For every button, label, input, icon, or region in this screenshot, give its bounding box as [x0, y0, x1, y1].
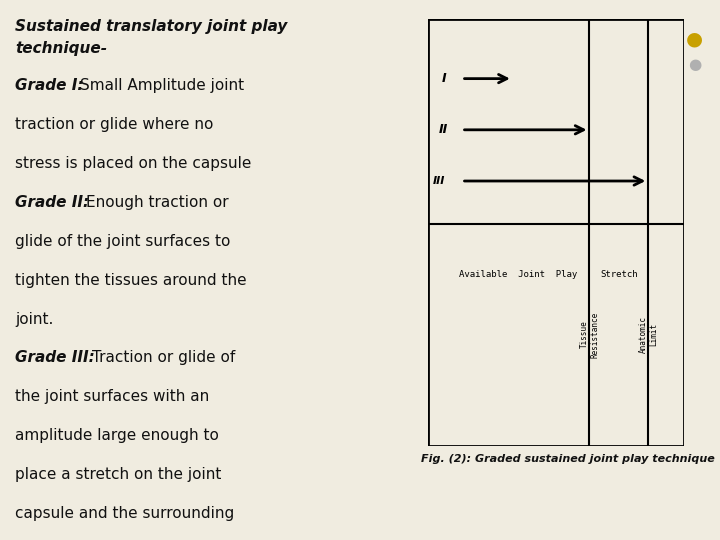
Text: the joint surfaces with an: the joint surfaces with an [16, 389, 210, 404]
Text: Grade II:: Grade II: [16, 195, 89, 210]
Text: amplitude large enough to: amplitude large enough to [16, 428, 220, 443]
Text: place a stretch on the joint: place a stretch on the joint [16, 467, 222, 482]
Text: Sustained translatory joint play: Sustained translatory joint play [16, 19, 288, 34]
Text: Anatomic
Limit: Anatomic Limit [639, 316, 658, 353]
Text: tighten the tissues around the: tighten the tissues around the [16, 273, 247, 288]
Text: Grade I:: Grade I: [16, 78, 84, 93]
Text: glide of the joint surfaces to: glide of the joint surfaces to [16, 234, 231, 249]
Text: Enough traction or: Enough traction or [86, 195, 228, 210]
Text: I: I [441, 72, 446, 85]
Text: joint.: joint. [16, 312, 54, 327]
Text: traction or glide where no: traction or glide where no [16, 117, 214, 132]
Text: ●: ● [686, 30, 703, 49]
Text: ●: ● [688, 57, 701, 72]
Text: technique-: technique- [16, 40, 107, 56]
Text: stress is placed on the capsule: stress is placed on the capsule [16, 156, 252, 171]
Text: III: III [433, 176, 445, 186]
Text: capsule and the surrounding: capsule and the surrounding [16, 506, 235, 521]
Text: Small Amplitude joint: Small Amplitude joint [80, 78, 244, 93]
Text: Grade III:: Grade III: [16, 350, 95, 366]
Text: Stretch: Stretch [600, 271, 638, 279]
Text: Available  Joint  Play: Available Joint Play [459, 271, 577, 279]
Text: II: II [439, 123, 449, 136]
Text: Tissue
Resistance: Tissue Resistance [580, 312, 599, 357]
Text: Traction or glide of: Traction or glide of [92, 350, 235, 366]
Text: Fig. (2): Graded sustained joint play technique: Fig. (2): Graded sustained joint play te… [421, 454, 715, 464]
